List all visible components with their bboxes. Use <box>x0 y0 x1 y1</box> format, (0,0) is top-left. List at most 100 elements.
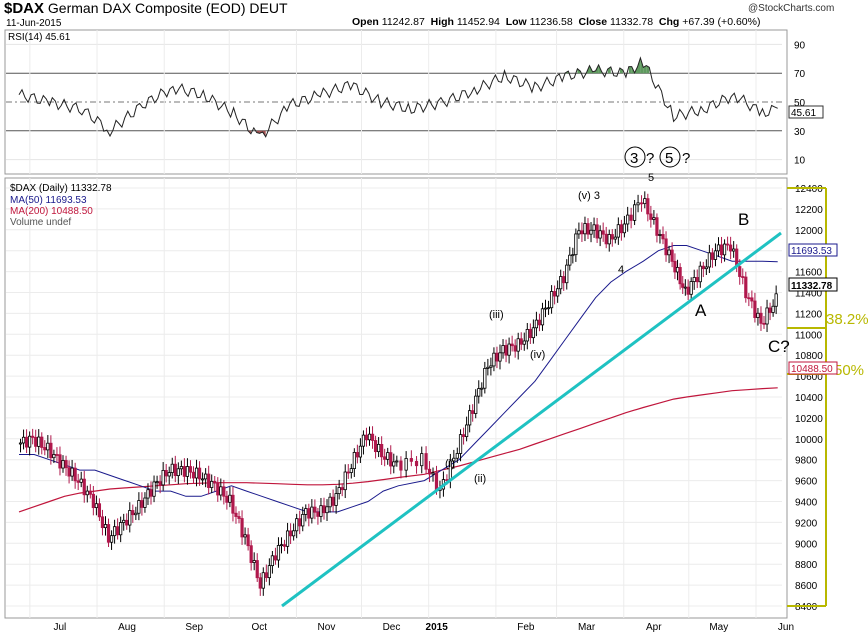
price-bar-body <box>670 249 674 262</box>
price-bar-body <box>173 463 177 477</box>
price-bar-body <box>673 260 677 273</box>
price-bar-body <box>149 489 153 497</box>
price-bar-body <box>46 442 50 451</box>
x-axis-label: Dec <box>383 622 401 633</box>
price-tick-label: 8600 <box>795 581 818 592</box>
price-bar-body <box>325 506 329 514</box>
price-bar-body <box>741 276 745 278</box>
price-bar-body <box>49 442 53 459</box>
price-tick-label: 9600 <box>795 477 818 488</box>
price-bar-body <box>298 518 302 527</box>
price-bar-body <box>103 524 108 529</box>
price-bar-body <box>507 343 511 356</box>
price-bar-body <box>307 508 311 519</box>
fib-label-50: 50% <box>834 362 864 379</box>
price-bar-body <box>652 217 656 220</box>
rsi-value-tag-box <box>788 105 824 119</box>
price-bar-body <box>399 460 403 471</box>
price-bar-body <box>619 224 623 234</box>
price-bar-body <box>465 424 469 438</box>
price-tick-label: 9400 <box>795 498 818 509</box>
circle-3-marker <box>624 146 646 168</box>
price-bar-body <box>678 267 682 285</box>
price-bar-body <box>639 202 644 205</box>
price-bar-body <box>319 505 323 517</box>
price-bar-body <box>420 453 424 467</box>
price-bar-body <box>568 254 572 266</box>
ma50-legend: MA(50) 11693.53 <box>10 195 87 206</box>
price-bar-body <box>556 288 560 297</box>
price-bar-body <box>334 493 338 506</box>
x-axis-label: Mar <box>578 622 596 633</box>
price-bar-body <box>725 243 730 246</box>
x-axis-label: Oct <box>251 622 267 633</box>
price-bar-body <box>355 452 359 458</box>
price-bar-body <box>88 490 92 495</box>
price-bar-body <box>28 435 32 448</box>
price-bar-body <box>264 572 268 579</box>
price-bar-body <box>604 233 608 245</box>
rsi-tick-label: 30 <box>794 127 806 138</box>
price-bar-body <box>392 461 396 467</box>
price-bar-body <box>370 433 375 441</box>
price-bar-body <box>37 436 41 447</box>
price-bar-body <box>595 224 599 239</box>
x-axis-label: Apr <box>646 622 662 633</box>
price-bar-body <box>237 516 241 519</box>
price-bar-body <box>282 544 287 547</box>
price-bar-body <box>768 307 772 313</box>
price-bar-body <box>681 283 685 288</box>
price-bar-body <box>40 436 44 448</box>
trendline <box>281 231 782 608</box>
price-bar-body <box>559 276 563 290</box>
price-tick-label: 12000 <box>795 226 823 237</box>
price-bar-body <box>613 236 617 240</box>
wave-5-label: 5 <box>648 172 654 184</box>
price-tick-label: 9800 <box>795 456 818 467</box>
price-bar-body <box>289 530 293 537</box>
price-bar-body <box>580 230 584 235</box>
price-bar-body <box>179 466 183 470</box>
price-bar-body <box>528 328 532 339</box>
price-bar-body <box>364 434 369 441</box>
price-bar-body <box>513 345 517 352</box>
price-bar-body <box>188 466 193 473</box>
rsi-tick-label: 70 <box>794 69 806 80</box>
price-bar-body <box>343 471 347 491</box>
price-tick-label: 11400 <box>795 289 823 300</box>
price-bar-body <box>24 436 29 448</box>
price-bar-body <box>458 434 463 454</box>
price-bar-body <box>622 223 627 234</box>
ma200-line <box>18 387 778 513</box>
price-bar-body <box>543 307 548 310</box>
wave-C-label: C? <box>768 337 790 356</box>
price-bar-body <box>258 577 262 589</box>
price-bar-body <box>380 444 384 458</box>
price-bar-body <box>516 338 520 352</box>
price-bar-body <box>352 452 356 470</box>
price-bar-body <box>610 234 614 240</box>
price-tick-label: 10600 <box>795 372 823 383</box>
price-bar-body <box>389 452 393 467</box>
fib-bracket <box>787 187 827 607</box>
price-bar-body <box>480 387 484 390</box>
price-legend: $DAX (Daily) 11332.78 <box>10 183 112 194</box>
price-bar-body <box>73 467 77 482</box>
price-bar-body <box>18 442 23 445</box>
price-bar-body <box>146 489 150 499</box>
wave-v3-label: (v) 3 <box>578 190 600 202</box>
price-bar-body <box>61 460 65 469</box>
price-bar-body <box>292 530 296 537</box>
price-bar-body <box>228 494 232 503</box>
price-bar-body <box>55 454 59 456</box>
price-grid <box>6 178 782 618</box>
ma200-legend: MA(200) 10488.50 <box>10 206 93 217</box>
close-tag: 11332.78 <box>791 281 833 292</box>
wave-iii-label: (iii) <box>489 309 504 321</box>
price-bar-body <box>100 516 105 529</box>
price-bar-body <box>219 486 223 496</box>
price-bar-body <box>82 478 86 496</box>
price-bar-body <box>636 202 640 206</box>
price-bar-body <box>753 300 757 318</box>
